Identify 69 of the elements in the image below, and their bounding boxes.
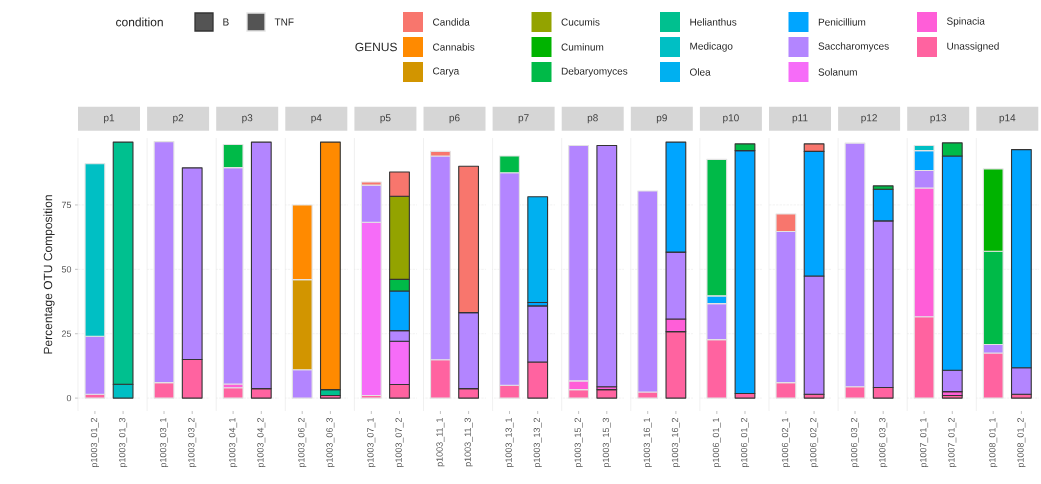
legend-label: Carya (433, 67, 460, 77)
y-tick-label: 25 (61, 330, 72, 337)
text: TNF (274, 18, 294, 26)
chart-title: p2 (173, 114, 184, 124)
x-tick-label: p1008_01_1 (989, 417, 998, 467)
chart-title: p7 (518, 114, 529, 124)
x-tick-label: p1003_13_2 (533, 417, 542, 467)
chart-title: p13 (930, 114, 947, 124)
legend-label: Helianthus (690, 18, 737, 26)
x-tick-label: p1003_07_2 (395, 417, 404, 467)
legend-title: condition (116, 17, 163, 27)
x-tick-label: p1006_02_2 (810, 417, 819, 467)
legend-title: GENUS (355, 42, 397, 52)
bar (596, 144, 618, 388)
x-tick-label: p1008_01_2 (1017, 417, 1026, 467)
y-tick-label: 50 (61, 266, 72, 273)
x-tick-label: p1003_06_2 (298, 417, 307, 467)
chart-title: p12 (861, 114, 877, 124)
legend-label: Debaryomyces (561, 67, 628, 77)
x-tick-label: p1006_03_3 (879, 417, 888, 467)
x-tick-label: p1003_06_3 (326, 417, 335, 467)
x-tick-label: p1006_01_1 (712, 417, 721, 467)
bar (596, 389, 618, 399)
legend-label: Cannabis (433, 43, 475, 51)
x-tick-label: p1003_04_1 (229, 417, 238, 467)
x-tick-label: p1003_01_2 (90, 417, 99, 467)
x-tick-label: p1007_01_2 (948, 417, 957, 467)
legend-label: Unassigned (947, 42, 999, 52)
x-tick-label: p1003_11_1 (436, 417, 445, 467)
x-tick-label: p1003_13_1 (505, 417, 514, 467)
legend-label: Candida (433, 18, 470, 26)
chart-title: p4 (311, 114, 322, 124)
legend-label: Solanum (818, 68, 857, 76)
legend-label: Cucumis (561, 18, 600, 26)
bar (222, 387, 244, 399)
x-tick-label: p1006_01_2 (740, 417, 750, 467)
chart-title: p8 (587, 114, 598, 124)
x-tick-label: p1006_03_2 (850, 417, 860, 467)
text: B (223, 18, 229, 26)
y-tick-label: 0 (66, 394, 72, 402)
legend-label: Olea (690, 68, 711, 76)
legend-label: Spinacia (946, 17, 985, 27)
chart-title: p3 (242, 114, 253, 124)
x-tick-label: p1003_15_2 (574, 417, 583, 467)
chart-title: p5 (380, 114, 391, 124)
y-tick-label: 75 (61, 201, 72, 209)
x-tick-label: p1003_16_2 (671, 417, 680, 467)
legend-label: Medicago (690, 42, 733, 52)
legend-label: Saccharomyces (818, 42, 889, 52)
chart-title: p9 (656, 114, 667, 124)
x-tick-label: p1003_15_3 (602, 417, 611, 467)
x-tick-label: p1003_07_1 (367, 417, 376, 467)
x-tick-label: p1003_16_1 (643, 417, 652, 467)
y-axis-title: Percentage OTU Composition (43, 195, 55, 354)
x-tick-label: p1006_02_1 (781, 417, 790, 467)
x-tick-label: p1003_03_1 (159, 417, 169, 467)
x-tick-label: p1007_01_1 (920, 417, 929, 467)
chart-title: p6 (449, 114, 460, 124)
x-tick-label: p1003_04_2 (257, 417, 266, 467)
legend-label: Cuminum (561, 43, 604, 51)
chart-title: p14 (999, 114, 1016, 124)
chart-title: p1 (104, 114, 115, 124)
x-tick-label: p1003_01_3 (119, 417, 128, 467)
x-tick-label: p1003_11_3 (464, 417, 473, 467)
bar (527, 196, 549, 304)
chart-title: p11 (792, 114, 808, 124)
x-tick-label: p1003_03_2 (188, 417, 197, 467)
chart-title: p10 (723, 114, 739, 124)
legend-label: Penicillium (818, 18, 866, 26)
